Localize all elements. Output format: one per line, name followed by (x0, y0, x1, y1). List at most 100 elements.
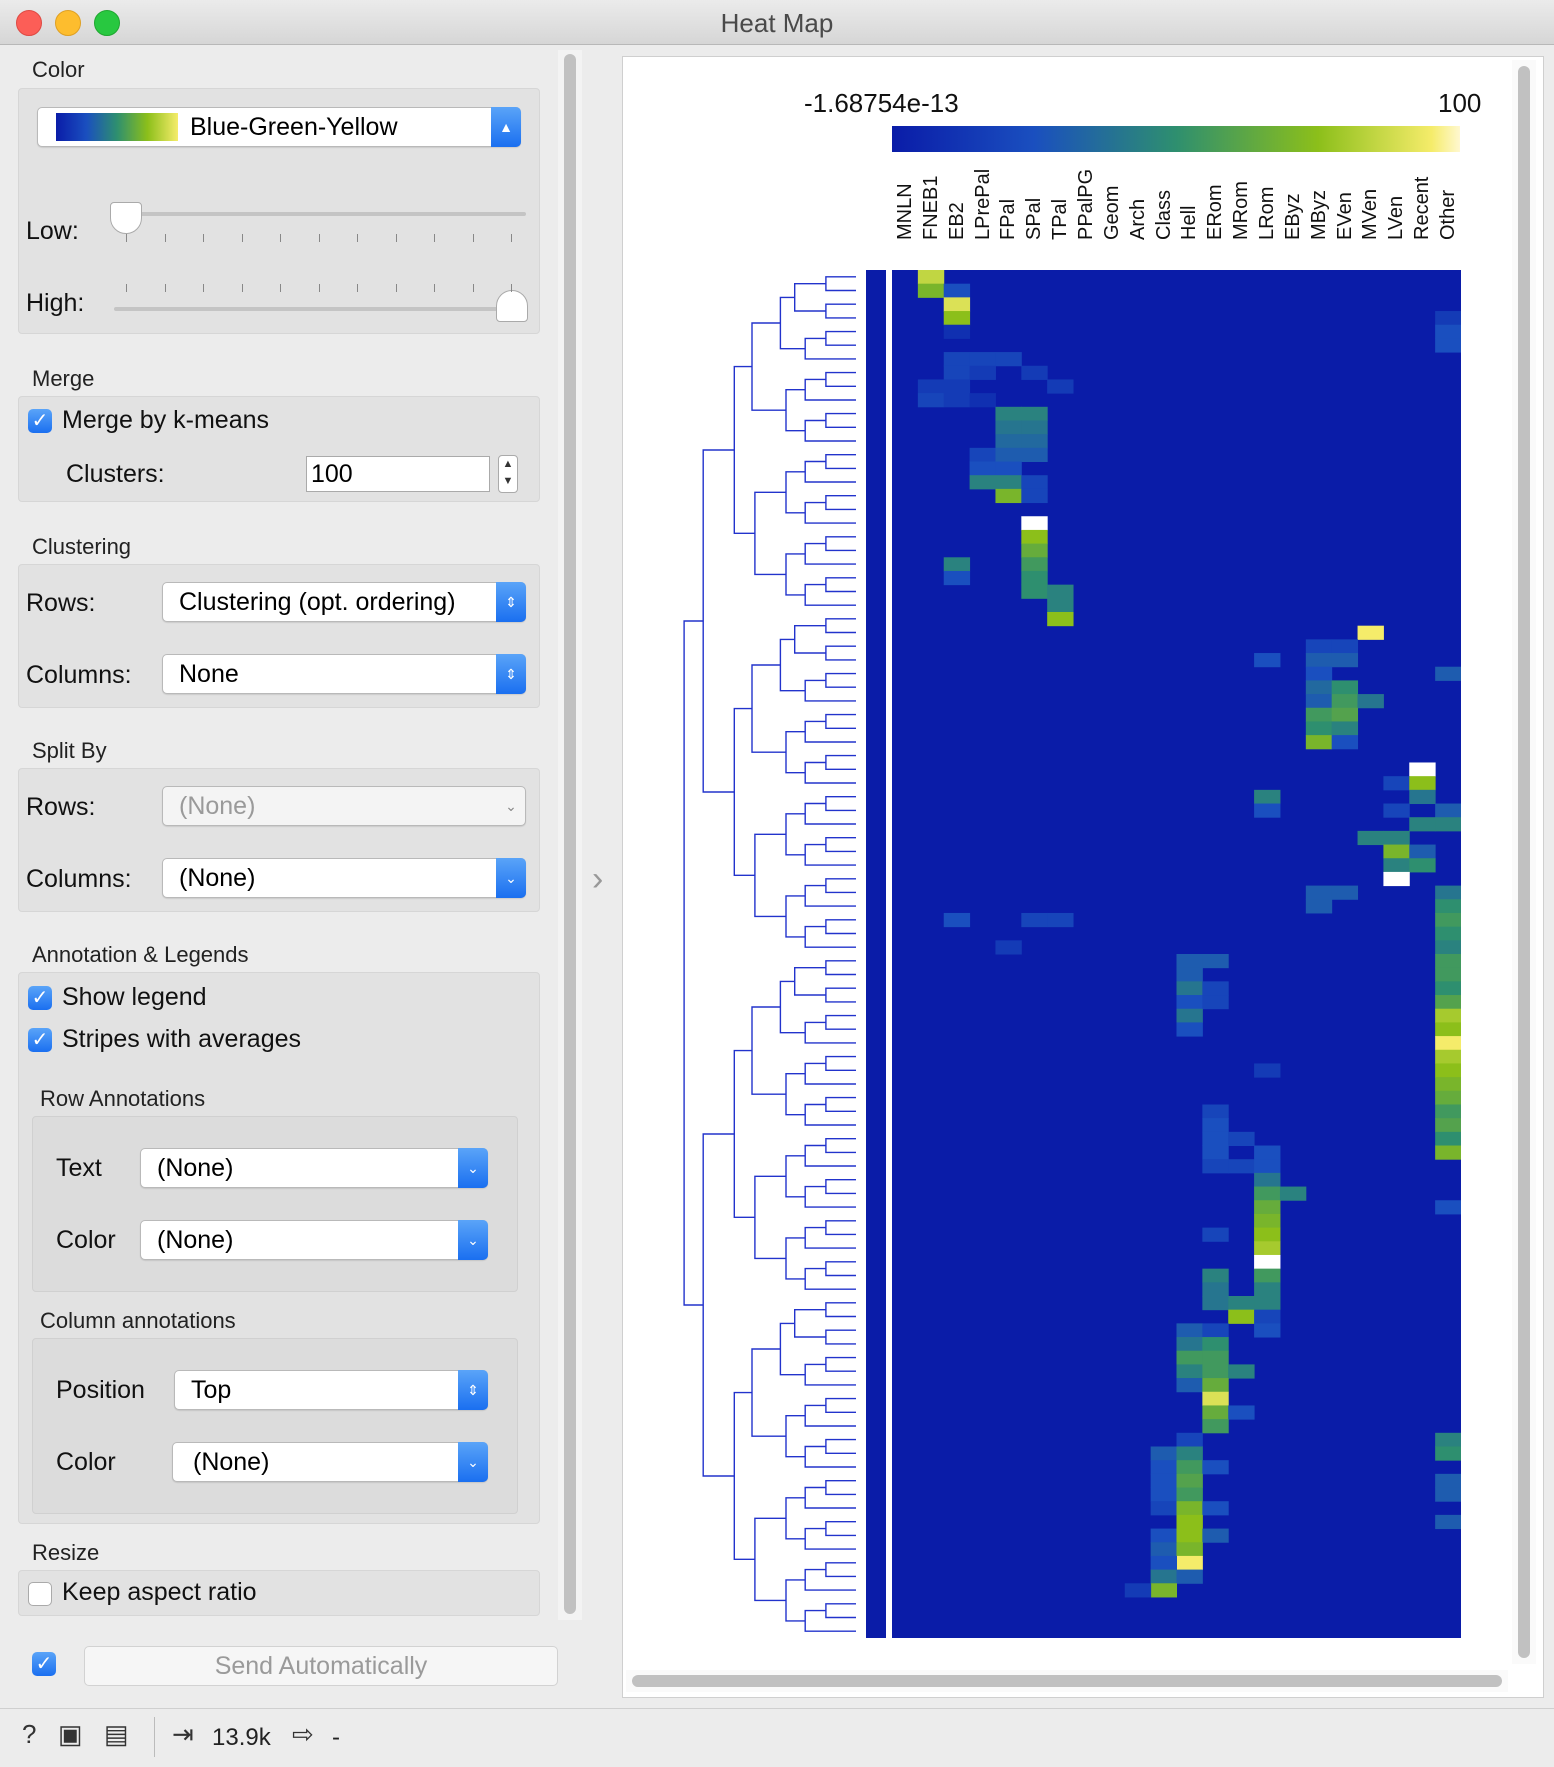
heatmap-cell (917, 379, 945, 394)
stripes-checkbox[interactable]: ✓ (28, 1028, 52, 1052)
canvas-h-scrollbar[interactable] (626, 1670, 1508, 1692)
heatmap-cell (1202, 1227, 1229, 1242)
close-window-button[interactable] (16, 10, 42, 36)
split-columns-select[interactable]: (None) ⌄ (162, 858, 526, 898)
chevron-down-icon: ⌄ (458, 1220, 488, 1260)
dendrogram-branch (785, 1579, 806, 1622)
dendrogram-branch (794, 1309, 826, 1338)
palette-select[interactable]: Blue-Green-Yellow ▲ (37, 107, 521, 147)
dendrogram-branch (804, 761, 856, 784)
canvas-v-scrollbar-thumb[interactable] (1518, 66, 1530, 1658)
heatmap-cell (1254, 803, 1281, 818)
heatmap-cell (995, 352, 1022, 367)
heatmap-cell (1435, 817, 1461, 832)
heatmap-cell (1202, 954, 1229, 969)
heatmap-cell (943, 570, 971, 586)
dendrogram-branch (825, 1562, 856, 1578)
slider-tick (434, 284, 435, 292)
send-automatically-button[interactable]: Send Automatically (84, 1646, 558, 1686)
heatmap-cell (943, 379, 971, 394)
dendrogram-branch (825, 1397, 856, 1413)
row-color-select[interactable]: (None) ⌄ (140, 1220, 488, 1260)
heatmap-cell (1047, 379, 1074, 394)
heatmap-cell (1150, 1528, 1177, 1543)
heatmap-cell (1435, 1104, 1461, 1119)
controls-scrollbar[interactable] (558, 50, 582, 1620)
controls-scrollbar-thumb[interactable] (564, 54, 576, 1614)
color-legend-bar (892, 126, 1460, 152)
heatmap-cell (969, 393, 996, 408)
heatmap-cell (1383, 830, 1410, 846)
annotation-section-label: Annotation & Legends (32, 942, 249, 967)
dendrogram-branch (702, 1133, 735, 1477)
help-icon[interactable]: ? (22, 1719, 37, 1749)
clustering-columns-select[interactable]: None ⇕ (162, 654, 526, 694)
dendrogram-branch (825, 1179, 856, 1195)
heatmap-cell (1435, 311, 1461, 326)
expand-arrow-icon[interactable]: › (592, 860, 604, 898)
heatmap-cell (1254, 789, 1281, 805)
dendrogram-branch (779, 1322, 806, 1376)
low-slider-track[interactable] (114, 212, 526, 216)
clusters-stepper[interactable]: ▲ ▼ (498, 455, 518, 493)
heatmap-cell (1409, 817, 1436, 832)
canvas-h-scrollbar-thumb[interactable] (632, 1675, 1502, 1687)
heatmap-cell (1150, 1569, 1177, 1584)
column-header: Hell (1178, 205, 1201, 240)
heatmap-cell (1021, 584, 1048, 599)
high-slider-track[interactable] (114, 307, 526, 311)
row-text-select[interactable]: (None) ⌄ (140, 1148, 488, 1188)
heatmap-cell (1383, 776, 1410, 791)
heatmap-cell (1254, 1213, 1281, 1229)
dendrogram-branch (804, 679, 856, 702)
heatmap-cell (1305, 721, 1333, 736)
position-select[interactable]: Top ⇕ (174, 1370, 488, 1410)
heatmap-cell (1202, 1337, 1229, 1352)
heatmap-cell (1254, 1145, 1281, 1160)
heatmap-cell (1021, 434, 1048, 449)
high-slider-ticks (126, 284, 518, 294)
clustering-rows-select[interactable]: Clustering (opt. ordering) ⇕ (162, 582, 526, 622)
column-color-select[interactable]: (None) ⌄ (172, 1442, 488, 1482)
report-icon[interactable]: ▤ (104, 1719, 129, 1749)
low-slider-ticks (126, 234, 518, 244)
row-annotations-label: Row Annotations (40, 1086, 206, 1111)
heatmap-cell (1176, 1008, 1203, 1023)
slider-tick (241, 234, 243, 242)
heatmap-cell (1202, 1528, 1229, 1543)
row-color-label: Color (56, 1226, 116, 1254)
show-legend-checkbox[interactable]: ✓ (28, 986, 52, 1010)
heatmap-cell (1254, 1172, 1281, 1188)
zoom-window-button[interactable] (94, 10, 120, 36)
keep-aspect-checkbox[interactable] (28, 1582, 52, 1606)
merge-kmeans-checkbox[interactable]: ✓ (28, 409, 52, 433)
input-count: 13.9k (212, 1724, 271, 1751)
dendrogram-branch (804, 843, 856, 866)
dendrogram-branch (804, 1486, 856, 1509)
heatmap-cell (1435, 1432, 1461, 1447)
heatmap-cell (1021, 570, 1048, 586)
low-slider-handle[interactable] (110, 202, 142, 234)
heatmap-cell (1435, 1008, 1461, 1023)
heatmap-cell (995, 461, 1022, 476)
minimize-window-button[interactable] (55, 10, 81, 36)
send-auto-checkbox[interactable]: ✓ (32, 1652, 56, 1676)
clusters-input[interactable]: 100 (306, 456, 490, 492)
dendrogram-branch (754, 1175, 787, 1260)
heatmap-cell (969, 447, 996, 463)
clusters-label: Clusters: (66, 460, 165, 488)
dendrogram-branch (825, 987, 856, 1003)
heatmap-cell (1435, 899, 1461, 914)
title-bar: Heat Map (0, 0, 1554, 45)
slider-tick (357, 234, 358, 242)
save-icon[interactable]: ▣ (58, 1719, 83, 1749)
dendrogram-branch (825, 713, 856, 729)
input-icon: ⇥ (172, 1719, 194, 1749)
heatmap-cell (1435, 1514, 1461, 1530)
heatmap-cell (1202, 981, 1229, 996)
heatmap-cell (1305, 885, 1333, 900)
heatmap-cell (1254, 1186, 1281, 1201)
canvas-v-scrollbar[interactable] (1512, 60, 1536, 1664)
dendrogram-branch (804, 1404, 856, 1427)
high-slider-handle[interactable] (496, 290, 528, 322)
